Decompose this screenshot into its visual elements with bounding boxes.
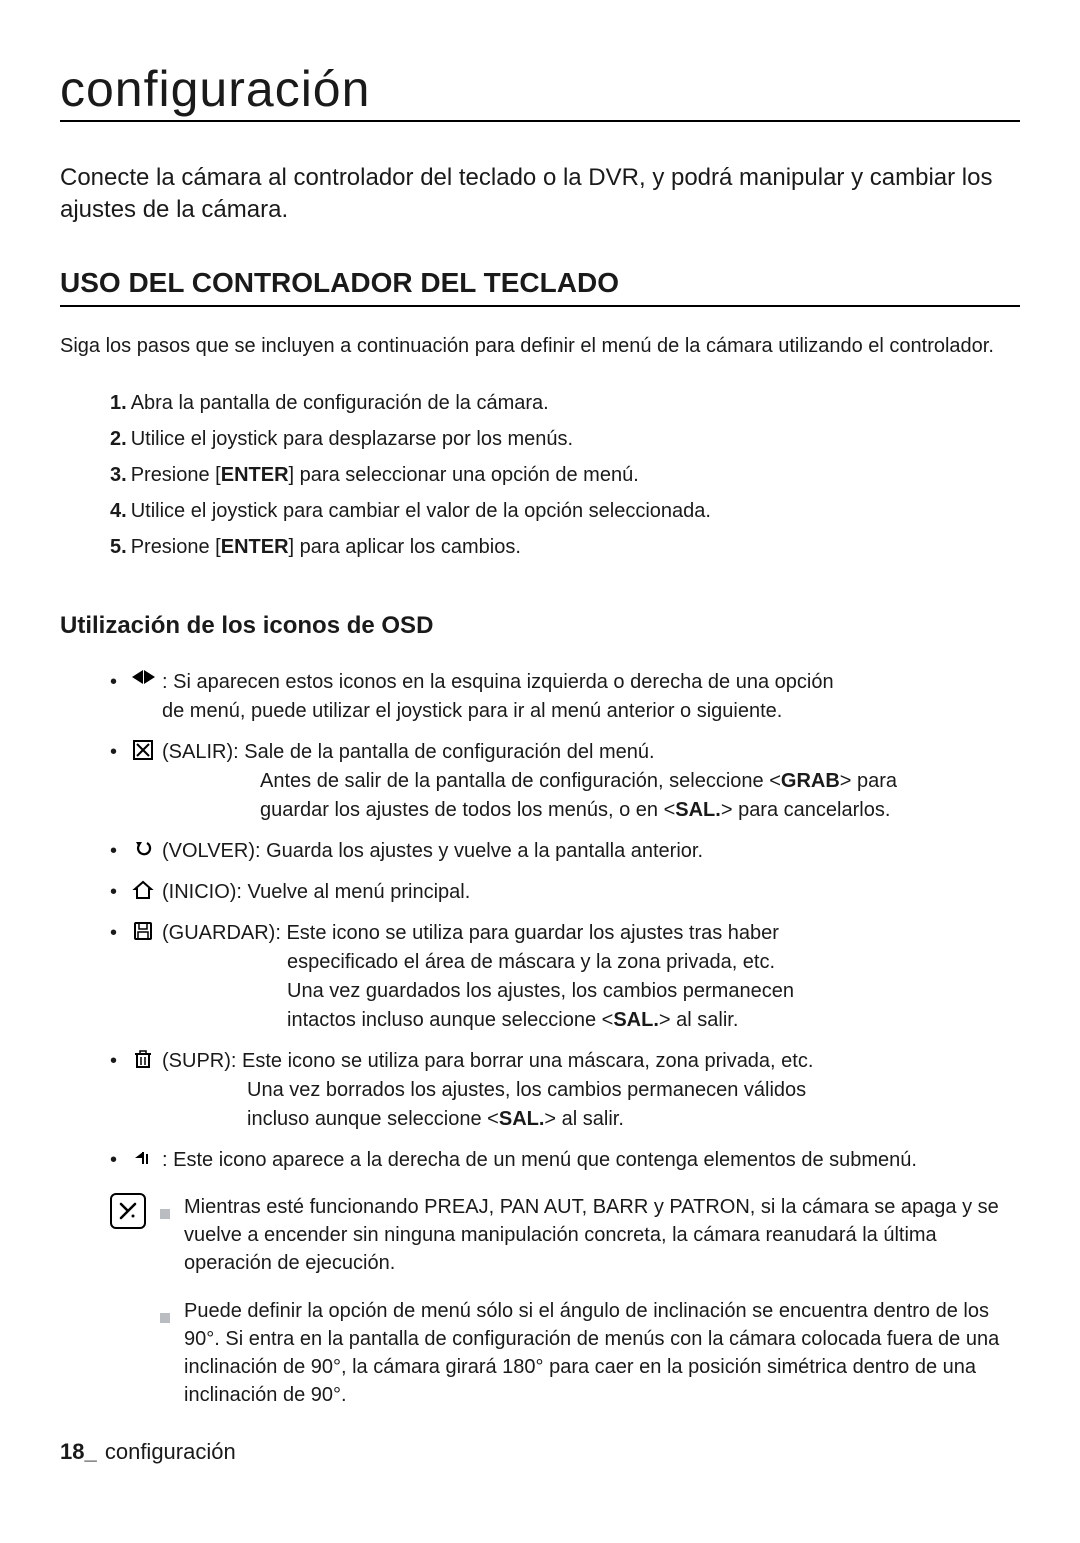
exit-icon — [132, 738, 162, 825]
page-footer: 18_ configuración — [60, 1439, 1020, 1465]
step-item: 1.Abra la pantalla de configuración de l… — [110, 388, 1020, 418]
note-item: Mientras esté funcionando PREAJ, PAN AUT… — [160, 1193, 1020, 1277]
back-icon — [132, 837, 162, 866]
submenu-icon — [132, 1146, 162, 1175]
step-list: 1.Abra la pantalla de configuración de l… — [110, 388, 1020, 562]
step-item: 4.Utilice el joystick para cambiar el va… — [110, 496, 1020, 526]
step-item: 2.Utilice el joystick para desplazarse p… — [110, 424, 1020, 454]
note-block: Mientras esté funcionando PREAJ, PAN AUT… — [110, 1193, 1020, 1429]
section-heading: USO DEL CONTROLADOR DEL TECLADO — [60, 267, 1020, 307]
home-icon — [132, 878, 162, 907]
osd-list: • : Si aparecen estos iconos en la esqui… — [110, 668, 1020, 1175]
arrows-icon — [132, 668, 162, 726]
note-bullet-icon — [160, 1193, 184, 1277]
osd-item-save: • (GUARDAR): Este icono se utiliza para … — [110, 919, 1020, 1035]
section-lead: Siga los pasos que se incluyen a continu… — [60, 335, 1020, 358]
osd-item-exit: • (SALIR): Sale de la pantalla de config… — [110, 738, 1020, 825]
step-item: 5.Presione [ENTER] para aplicar los camb… — [110, 532, 1020, 562]
page-title: configuración — [60, 60, 1020, 122]
note-item: Puede definir la opción de menú sólo si … — [160, 1297, 1020, 1409]
note-bullet-icon — [160, 1297, 184, 1409]
subsection-heading: Utilización de los iconos de OSD — [60, 612, 1020, 640]
osd-item-back: • (VOLVER): Guarda los ajustes y vuelve … — [110, 837, 1020, 866]
step-item: 3.Presione [ENTER] para seleccionar una … — [110, 460, 1020, 490]
save-icon — [132, 919, 162, 1035]
osd-item-submenu: • : Este icono aparece a la derecha de u… — [110, 1146, 1020, 1175]
page: configuración Conecte la cámara al contr… — [0, 0, 1080, 1495]
osd-item-home: • (INICIO): Vuelve al menú principal. — [110, 878, 1020, 907]
osd-item-delete: • (SUPR): Este icono se utiliza para bor… — [110, 1047, 1020, 1134]
note-icon — [110, 1193, 146, 1229]
intro-text: Conecte la cámara al controlador del tec… — [60, 162, 1020, 227]
delete-icon — [132, 1047, 162, 1134]
osd-item-arrows: • : Si aparecen estos iconos en la esqui… — [110, 668, 1020, 726]
